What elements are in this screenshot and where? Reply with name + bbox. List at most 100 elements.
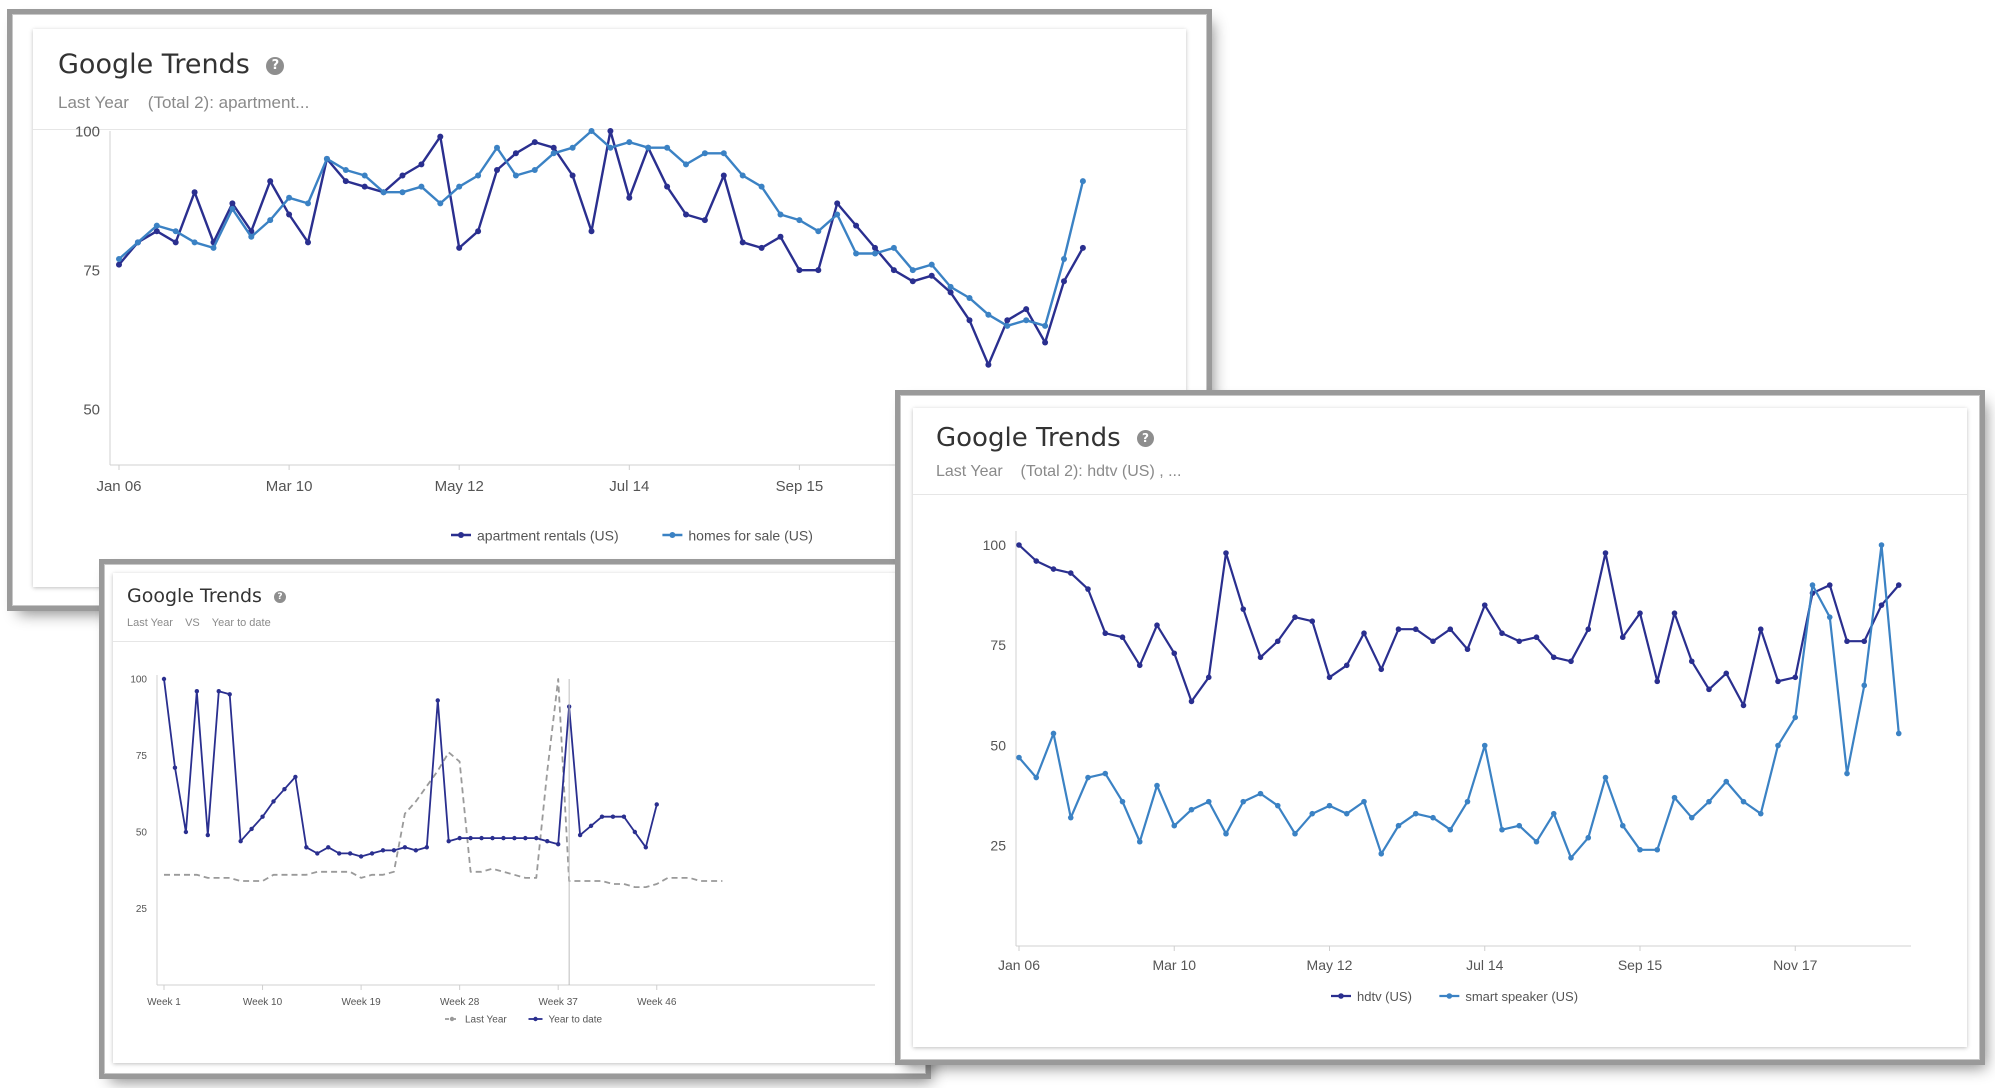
data-point xyxy=(599,814,605,819)
data-point xyxy=(890,244,897,251)
data-point xyxy=(720,150,727,157)
data-point xyxy=(475,172,482,179)
data-point xyxy=(512,150,519,157)
data-point xyxy=(1464,646,1471,653)
y-tick-label: 100 xyxy=(983,537,1007,553)
data-point xyxy=(369,851,375,856)
data-point xyxy=(183,829,189,835)
data-point xyxy=(777,211,784,218)
data-point xyxy=(342,166,349,173)
legend-label: Last Year xyxy=(465,1015,507,1026)
data-point xyxy=(607,128,614,134)
y-tick-label: 50 xyxy=(990,737,1006,753)
data-point xyxy=(1188,698,1195,705)
data-point xyxy=(1067,814,1074,821)
data-point xyxy=(116,261,122,268)
data-point xyxy=(1343,810,1350,817)
series-line-0 xyxy=(164,678,723,888)
data-point xyxy=(191,189,198,196)
data-point xyxy=(626,194,633,201)
data-point xyxy=(1274,802,1281,809)
data-point xyxy=(501,835,506,841)
data-point xyxy=(475,228,482,235)
series-line-1 xyxy=(118,129,1085,327)
data-point xyxy=(437,133,444,140)
legend-marker xyxy=(1338,993,1344,999)
data-point xyxy=(267,178,274,185)
data-point xyxy=(645,144,652,151)
data-point xyxy=(1637,610,1643,616)
data-point xyxy=(1023,317,1030,324)
x-tick-label: Mar 10 xyxy=(1152,957,1196,973)
data-point xyxy=(1102,770,1109,777)
data-point xyxy=(626,139,633,146)
y-tick-label: 100 xyxy=(130,675,147,686)
header-divider xyxy=(113,641,917,642)
data-point xyxy=(550,144,557,151)
data-point xyxy=(1792,674,1799,681)
data-point xyxy=(577,832,583,838)
data-point xyxy=(550,150,557,157)
data-point xyxy=(588,128,595,134)
data-point xyxy=(531,139,538,146)
data-point xyxy=(361,172,368,179)
data-point xyxy=(966,295,973,301)
data-point xyxy=(437,200,444,207)
data-point xyxy=(1585,626,1592,633)
data-point xyxy=(229,205,236,212)
data-point xyxy=(1775,678,1781,685)
data-point xyxy=(1085,586,1091,592)
data-point xyxy=(1878,602,1885,608)
data-point xyxy=(1550,810,1557,817)
help-icon[interactable]: ? xyxy=(266,56,285,75)
data-point xyxy=(853,222,860,229)
x-tick-label: Jul 14 xyxy=(609,478,649,495)
data-point xyxy=(1826,582,1833,588)
data-point xyxy=(872,250,878,257)
data-point xyxy=(1061,278,1067,285)
data-point xyxy=(424,845,429,850)
data-point xyxy=(1654,678,1661,685)
data-point xyxy=(664,144,671,151)
trends-card-yoy: Google Trends ? Last Year VS Year to dat… xyxy=(104,564,926,1074)
series-line-0 xyxy=(1018,544,1900,707)
data-point xyxy=(1412,626,1419,633)
data-point xyxy=(249,826,254,832)
data-point xyxy=(1861,682,1868,689)
data-point xyxy=(1481,742,1488,749)
data-point xyxy=(1136,838,1143,845)
data-point xyxy=(326,845,331,850)
x-tick-label: Week 28 xyxy=(440,997,480,1008)
data-point xyxy=(1326,674,1333,681)
data-point xyxy=(569,172,576,179)
data-point xyxy=(1292,830,1298,837)
data-point xyxy=(153,228,160,235)
header-divider xyxy=(913,494,1967,495)
data-point xyxy=(1602,774,1609,781)
help-icon[interactable]: ? xyxy=(1136,430,1154,447)
data-point xyxy=(1042,339,1049,346)
data-point xyxy=(588,228,595,235)
data-point xyxy=(758,183,765,190)
data-point xyxy=(1464,798,1471,805)
data-point xyxy=(1550,654,1557,661)
data-point xyxy=(1481,602,1488,608)
data-point xyxy=(1361,798,1367,805)
data-point xyxy=(1240,798,1247,805)
data-point xyxy=(1023,306,1030,313)
data-point xyxy=(512,835,517,841)
data-point xyxy=(347,851,353,856)
help-icon[interactable]: ? xyxy=(274,590,286,603)
data-point xyxy=(172,239,179,246)
data-point xyxy=(1343,662,1350,669)
data-point xyxy=(413,848,419,853)
line-chart-yoy: 25 50 75 100 Week 1 Week 10 Week 19 Week 28 Week… xyxy=(130,675,875,1026)
data-point xyxy=(1395,626,1402,633)
data-point xyxy=(1309,618,1316,624)
data-point xyxy=(1844,638,1850,645)
x-tick-label: Jan 06 xyxy=(998,957,1040,973)
card-panel xyxy=(913,408,1967,1047)
data-point xyxy=(1050,730,1057,737)
data-point xyxy=(418,161,425,168)
y-tick-label: 75 xyxy=(136,751,148,762)
